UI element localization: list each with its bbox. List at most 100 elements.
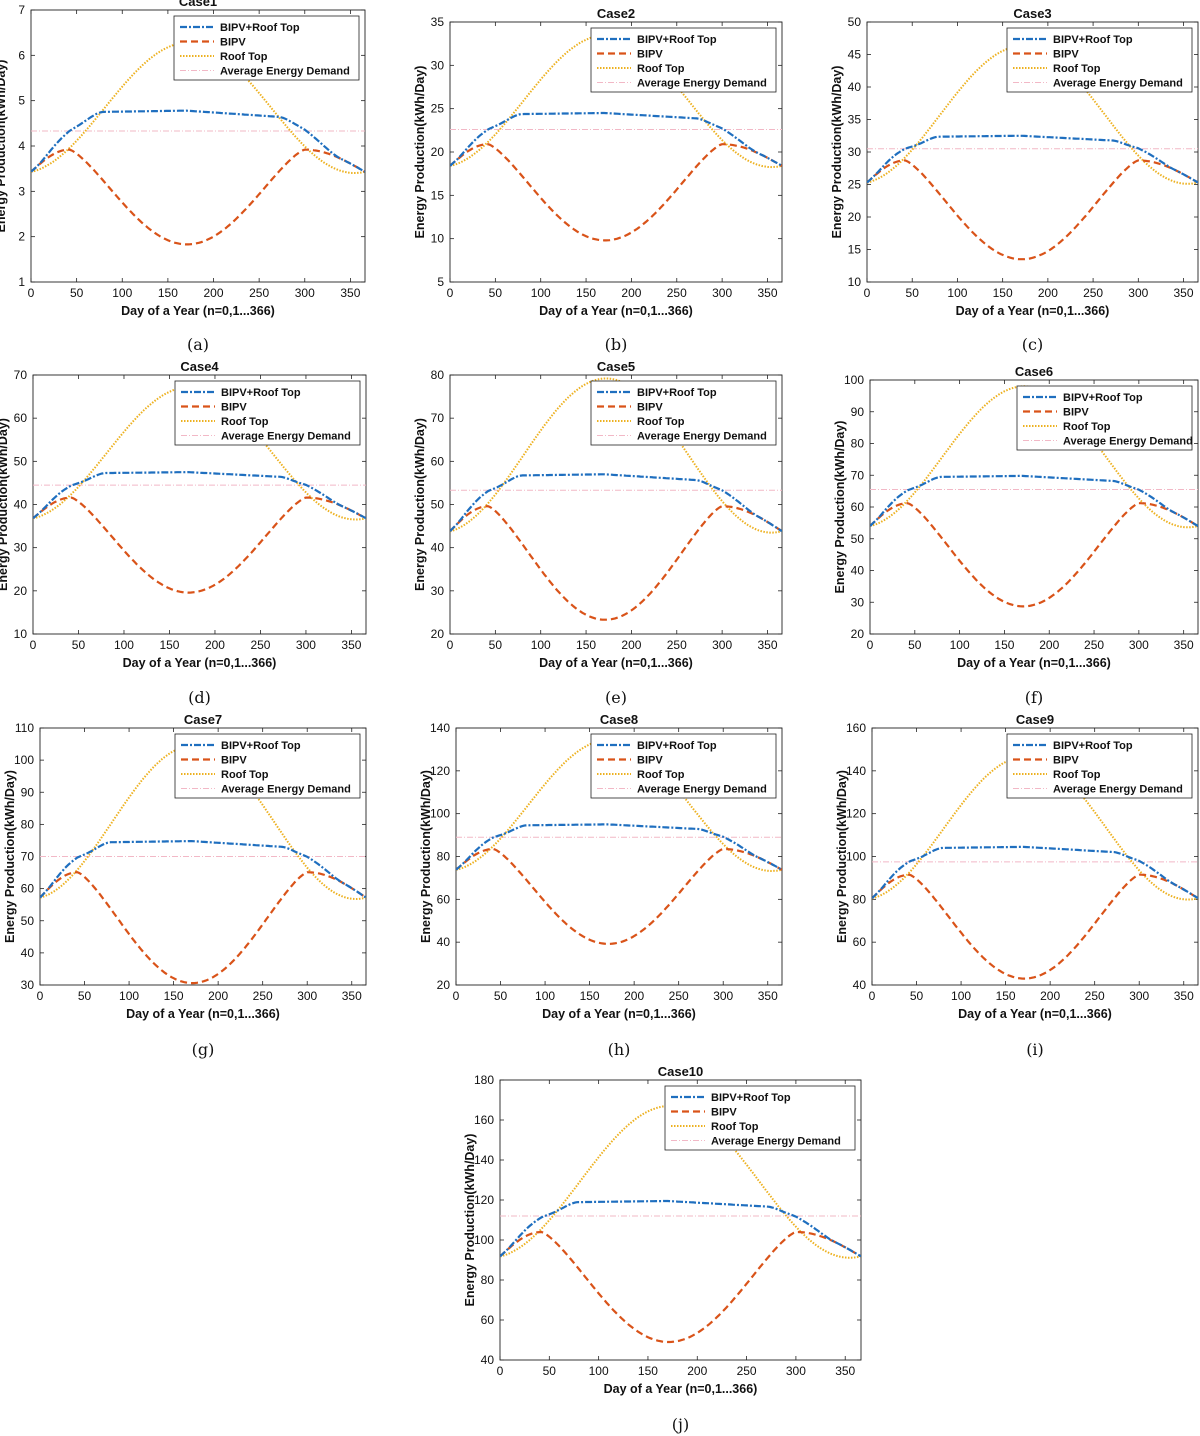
legend: BIPV+Roof Top BIPV Roof Top Average Energy … — [664, 1085, 856, 1151]
x-axis-label: Day of a Year (n=0,1...366) — [956, 304, 1110, 318]
series-bipv-roof-top — [450, 111, 782, 167]
y-tick-label: 40 — [851, 564, 865, 578]
legend-entry: BIPV — [711, 1107, 737, 1119]
y-tick-label: 80 — [21, 817, 35, 831]
y-tick-label: 180 — [474, 1073, 494, 1087]
y-axis-label: Energy Production(kWh/Day) — [413, 418, 427, 591]
y-tick-label: 7 — [18, 3, 25, 17]
x-tick-label: 0 — [453, 989, 460, 1003]
panel-caption: (h) — [607, 1040, 631, 1059]
panel-caption: (a) — [186, 335, 210, 354]
chart-6: 0 50 100 150 200 250 300 350 20 30 40 50 60 70 80 90 100… — [833, 364, 1199, 670]
y-tick-label: 25 — [431, 102, 445, 116]
y-tick-label: 80 — [851, 437, 865, 451]
y-tick-label: 30 — [21, 978, 35, 992]
x-tick-label: 50 — [910, 989, 924, 1003]
x-tick-label: 150 — [994, 638, 1014, 652]
y-axis-label: Energy Production(kWh/Day) — [0, 60, 8, 233]
x-tick-label: 200 — [208, 989, 228, 1003]
y-tick-label: 40 — [431, 541, 445, 555]
x-tick-label: 350 — [340, 286, 360, 300]
legend-entry: BIPV+Roof Top — [1063, 392, 1143, 404]
chart-2: 0 50 100 150 200 250 300 350 5 10 15 20 25 30 35 Case2 D… — [413, 6, 783, 318]
x-tick-label: 50 — [78, 989, 92, 1003]
y-tick-label: 80 — [853, 892, 867, 906]
y-tick-label: 100 — [844, 373, 864, 387]
y-tick-label: 80 — [481, 1273, 495, 1287]
legend-entry: BIPV+Roof Top — [220, 22, 300, 34]
x-tick-label: 250 — [1084, 638, 1104, 652]
legend-entry: Roof Top — [637, 416, 685, 428]
legend-entry: BIPV — [220, 37, 246, 49]
series-bipv — [40, 871, 366, 985]
x-tick-label: 150 — [576, 638, 596, 652]
panel-caption: (b) — [604, 335, 628, 354]
x-tick-label: 300 — [295, 286, 315, 300]
y-tick-label: 140 — [430, 721, 450, 735]
x-tick-label: 300 — [712, 638, 732, 652]
x-axis-label: Day of a Year (n=0,1...366) — [604, 1382, 758, 1396]
legend: BIPV+Roof Top BIPV Roof Top Average Energy … — [590, 733, 777, 799]
y-tick-label: 60 — [21, 882, 35, 896]
x-tick-label: 150 — [993, 286, 1013, 300]
y-tick-label: 20 — [14, 584, 28, 598]
chart-1: 0 50 100 150 200 250 300 350 1 2 3 4 5 6 7 Case1 Day of … — [0, 0, 366, 318]
legend-entry: BIPV — [1063, 407, 1089, 419]
x-tick-label: 100 — [112, 286, 132, 300]
series-bipv-roof-top — [867, 134, 1198, 184]
legend-entry: Average Energy Demand — [221, 431, 351, 443]
chart-title: Case9 — [1016, 712, 1054, 727]
y-tick-label: 50 — [848, 15, 862, 29]
x-tick-label: 300 — [1129, 638, 1149, 652]
y-tick-label: 50 — [851, 532, 865, 546]
y-tick-label: 30 — [431, 584, 445, 598]
x-tick-label: 200 — [203, 286, 223, 300]
series-bipv — [456, 847, 782, 945]
y-tick-label: 60 — [437, 892, 451, 906]
legend-entry: BIPV+Roof Top — [221, 740, 301, 752]
y-tick-label: 90 — [21, 785, 35, 799]
x-tick-label: 50 — [543, 1364, 557, 1378]
y-tick-label: 120 — [430, 764, 450, 778]
series-bipv-roof-top — [33, 471, 366, 520]
legend-entry: BIPV — [637, 755, 663, 767]
chart-8: 0 50 100 150 200 250 300 350 20 40 60 80 100 120 140 Ca… — [419, 712, 783, 1021]
legend-entry: Average Energy Demand — [637, 784, 767, 796]
legend-entry: BIPV+Roof Top — [221, 387, 301, 399]
y-tick-label: 40 — [437, 935, 451, 949]
chart-title: Case8 — [600, 712, 638, 727]
x-tick-label: 150 — [158, 286, 178, 300]
chart-title: Case1 — [179, 0, 217, 9]
chart-title: Case5 — [597, 359, 635, 374]
series-roof-top — [872, 755, 1198, 901]
series-bipv — [870, 502, 1198, 608]
y-tick-label: 40 — [21, 946, 35, 960]
y-axis-label: Energy Production(kWh/Day) — [419, 770, 433, 943]
x-axis-label: Day of a Year (n=0,1...366) — [958, 1007, 1112, 1021]
y-tick-label: 5 — [18, 94, 25, 108]
x-tick-label: 350 — [758, 989, 778, 1003]
y-tick-label: 40 — [848, 80, 862, 94]
chart-10: 0 50 100 150 200 250 300 350 40 60 80 100 120 140 160 1… — [463, 1064, 862, 1396]
y-tick-label: 6 — [18, 48, 25, 62]
y-tick-label: 100 — [14, 753, 34, 767]
y-tick-label: 160 — [474, 1113, 494, 1127]
x-tick-label: 300 — [1128, 286, 1148, 300]
y-tick-label: 30 — [14, 541, 28, 555]
y-tick-label: 40 — [481, 1353, 495, 1367]
y-tick-label: 20 — [431, 145, 445, 159]
y-axis-label: Energy Production(kWh/Day) — [830, 66, 844, 239]
y-tick-label: 110 — [15, 721, 34, 735]
y-tick-label: 25 — [848, 178, 862, 192]
chart-title: Case6 — [1015, 364, 1053, 379]
legend-entry: Roof Top — [637, 63, 685, 75]
legend-entry: BIPV+Roof Top — [637, 387, 717, 399]
x-tick-label: 0 — [867, 638, 874, 652]
panel-caption: (g) — [191, 1040, 215, 1059]
series-bipv-roof-top — [500, 1199, 861, 1258]
x-tick-label: 300 — [786, 1364, 806, 1378]
chart-title: Case4 — [180, 359, 219, 374]
panel-caption: (j) — [671, 1415, 690, 1434]
x-tick-label: 350 — [757, 638, 777, 652]
